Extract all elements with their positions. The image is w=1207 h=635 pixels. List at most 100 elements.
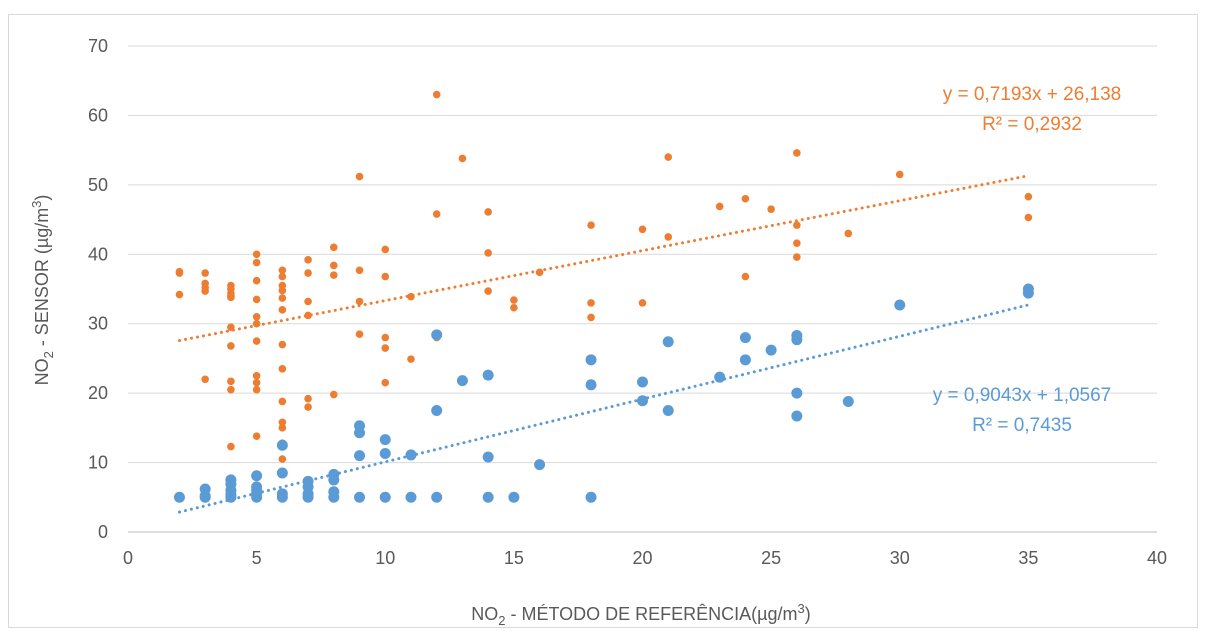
data-point-series-0 — [793, 221, 801, 229]
data-point-series-0 — [535, 268, 544, 277]
gridlines — [128, 45, 1157, 533]
data-point-series-1 — [508, 491, 520, 503]
data-point-series-0 — [844, 229, 853, 238]
data-point-series-1 — [637, 376, 648, 388]
x-axis: 0 5 10 15 20 25 30 35 40 — [123, 548, 1167, 568]
data-point-series-0 — [227, 342, 235, 350]
data-point-series-0 — [252, 319, 261, 328]
data-point-series-0 — [381, 378, 390, 387]
data-point-series-1 — [276, 467, 288, 479]
data-point-series-1 — [637, 395, 648, 407]
data-point-series-0 — [355, 297, 364, 306]
y-tick-label: 70 — [88, 36, 108, 56]
trendline-series-1 — [177, 303, 1030, 514]
y-tick-label: 10 — [88, 453, 108, 473]
blue-r2: R² = 0,7435 — [972, 415, 1072, 436]
data-point-series-0 — [278, 365, 287, 373]
data-point-series-0 — [484, 208, 492, 216]
data-point-series-1 — [276, 439, 288, 451]
data-point-series-0 — [252, 385, 261, 394]
data-point-series-0 — [227, 385, 235, 394]
data-point-series-1 — [585, 379, 597, 391]
data-point-series-0 — [664, 233, 673, 241]
blue-equation: y = 0,9043x + 1,0567 — [933, 385, 1112, 406]
data-point-series-1 — [791, 334, 803, 346]
x-title-post: - MÉTODO DE REFERÊNCIA(µg/m — [505, 604, 797, 624]
data-point-series-0 — [638, 225, 647, 234]
data-point-series-0 — [278, 418, 287, 427]
data-point-series-0 — [1024, 213, 1033, 222]
x-title-pre: NO — [471, 604, 498, 624]
data-point-series-0 — [252, 378, 261, 387]
data-point-series-1 — [431, 491, 443, 503]
data-point-series-1 — [405, 491, 417, 503]
y-title-post: - SENSOR (µg/m — [32, 208, 52, 351]
y-tick-label: 50 — [88, 175, 108, 195]
x-title-sup: 3 — [798, 601, 805, 616]
y-tick-label: 40 — [88, 244, 108, 264]
data-point-series-0 — [458, 154, 467, 163]
data-point-series-0 — [175, 269, 184, 277]
x-tick-label: 35 — [1018, 548, 1038, 568]
data-point-series-1 — [534, 459, 546, 471]
data-point-series-0 — [201, 269, 209, 277]
data-point-series-0 — [587, 313, 595, 322]
data-point-series-0 — [741, 272, 750, 281]
data-point-series-0 — [330, 261, 338, 270]
data-point-series-0 — [252, 432, 261, 440]
data-point-series-0 — [330, 243, 338, 252]
y-tick-label: 60 — [88, 105, 108, 125]
x-tick-label: 0 — [123, 548, 133, 568]
y-title-sub: 2 — [41, 351, 56, 358]
data-point-series-0 — [793, 239, 801, 247]
data-point-series-0 — [278, 306, 287, 314]
data-point-series-0 — [252, 312, 261, 321]
data-point-series-0 — [407, 355, 415, 363]
data-point-series-1 — [431, 405, 443, 416]
data-point-series-0 — [278, 424, 287, 432]
data-point-series-0 — [741, 194, 750, 203]
data-point-series-0 — [587, 299, 595, 307]
data-point-series-0 — [432, 210, 441, 218]
data-point-series-1 — [482, 491, 494, 503]
data-point-series-1 — [482, 369, 494, 381]
data-point-series-0 — [278, 397, 287, 406]
x-tick-label: 30 — [890, 548, 910, 568]
data-point-series-0 — [355, 266, 364, 275]
data-point-series-1 — [251, 491, 263, 503]
data-point-series-1 — [379, 491, 391, 503]
y-tick-label: 20 — [88, 383, 108, 403]
data-point-series-0 — [252, 295, 261, 304]
data-point-series-0 — [252, 276, 261, 285]
data-point-series-0 — [432, 90, 441, 99]
y-title-pre: NO — [32, 358, 52, 385]
data-point-series-0 — [227, 293, 235, 302]
x-tick-label: 40 — [1147, 548, 1167, 568]
data-point-series-1 — [354, 491, 366, 503]
data-point-series-0 — [304, 297, 312, 306]
data-point-series-0 — [201, 287, 209, 295]
data-point-series-0 — [1024, 192, 1033, 201]
data-point-series-0 — [381, 272, 390, 281]
data-point-series-1 — [894, 299, 906, 311]
data-point-series-1 — [585, 354, 597, 366]
data-point-series-1 — [791, 410, 803, 422]
data-point-series-0 — [895, 170, 904, 179]
data-point-series-0 — [510, 303, 518, 312]
data-point-series-0 — [252, 250, 261, 259]
data-point-series-1 — [791, 387, 803, 399]
data-point-series-0 — [227, 323, 235, 331]
data-point-series-0 — [484, 249, 492, 257]
data-point-series-1 — [354, 427, 366, 439]
data-point-series-0 — [201, 375, 209, 384]
trendline-series-0 — [177, 174, 1030, 343]
data-points — [173, 90, 1034, 503]
data-point-series-0 — [715, 202, 724, 211]
data-point-series-0 — [381, 333, 390, 342]
data-point-series-0 — [793, 253, 801, 261]
orange-r2: R² = 0,2932 — [982, 114, 1082, 135]
data-point-series-0 — [278, 286, 287, 295]
data-point-series-1 — [328, 491, 340, 503]
trendlines — [177, 174, 1030, 514]
x-tick-label: 20 — [632, 548, 652, 568]
